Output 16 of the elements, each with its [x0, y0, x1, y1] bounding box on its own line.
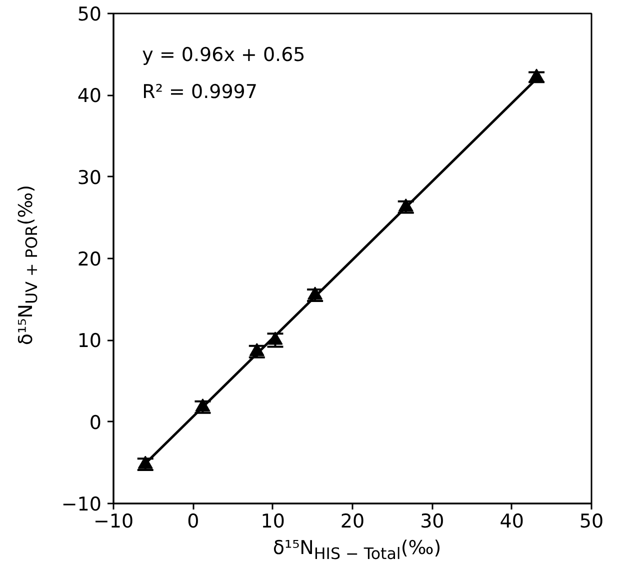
- x-tick-label: 10: [260, 510, 285, 532]
- y-tick-label: 20: [77, 248, 102, 270]
- y-tick-label: 0: [89, 412, 102, 434]
- x-tick-label: 30: [420, 510, 444, 532]
- x-tick-label: 40: [500, 510, 524, 532]
- x-tick-label: 0: [187, 510, 200, 532]
- annotation: y = 0.96x + 0.65: [142, 44, 306, 66]
- y-tick-label: 40: [77, 85, 102, 108]
- point: [138, 456, 153, 469]
- x-tick-label: 20: [340, 510, 365, 532]
- y-tick-label: 10: [77, 330, 102, 352]
- y-tick-label: 30: [77, 166, 102, 189]
- annotation: R² = 0.9997: [142, 80, 258, 103]
- y-tick-label: 50: [77, 4, 102, 26]
- x-axis-title: δ¹⁵N$_{HIS − Total}$(‰): [272, 536, 442, 565]
- x-tick-label: 50: [579, 510, 604, 532]
